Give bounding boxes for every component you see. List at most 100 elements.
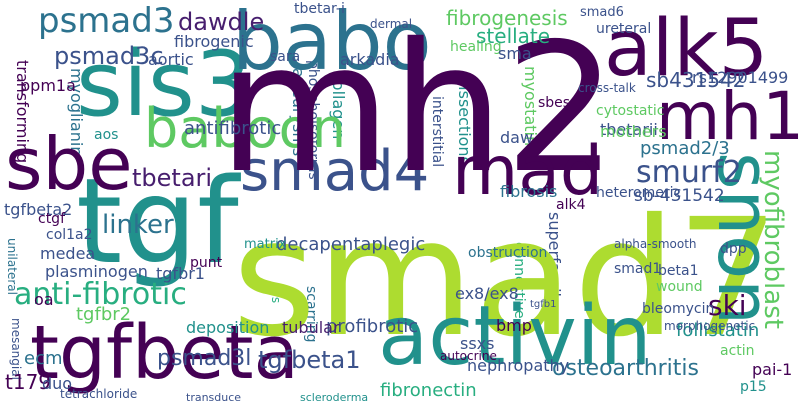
word-tgfbeta1: tgfbeta1 bbox=[258, 346, 361, 374]
word-transduce: transduce bbox=[186, 391, 242, 404]
word-p15: p15 bbox=[740, 379, 767, 395]
word-sbes: sbes bbox=[538, 95, 571, 111]
word-oa: oa bbox=[34, 290, 54, 309]
word-aos: aos bbox=[94, 127, 119, 143]
word-mh1: mh1 bbox=[656, 78, 805, 155]
word-snon: snon bbox=[702, 152, 786, 325]
word-connective: connective bbox=[511, 242, 527, 319]
word-sis3: sis3 bbox=[76, 32, 253, 137]
word-alpha-smooth: alpha-smooth bbox=[614, 237, 697, 251]
word-plasminogen: plasminogen bbox=[45, 262, 148, 281]
word-mesangial: mesangial bbox=[9, 318, 23, 380]
word-smad1: smad1 bbox=[614, 261, 662, 277]
word-fibronectin: fibronectin bbox=[380, 380, 477, 401]
word-obstruction: obstruction bbox=[468, 245, 548, 261]
word-t179: t179 bbox=[5, 370, 52, 394]
word-tgfbr2: tgfbr2 bbox=[76, 304, 132, 325]
word-smad4: smad4 bbox=[240, 139, 430, 204]
word-aortic: aortic bbox=[148, 50, 194, 69]
word-dawdle: dawdle bbox=[178, 8, 265, 36]
word-morphogenetic: morphogenetic bbox=[664, 319, 756, 333]
word-phosphoisoforms: phosphoisoforms bbox=[305, 60, 321, 180]
word-aneurysms: aneurysms bbox=[289, 68, 308, 157]
word-ecm: ecm bbox=[24, 348, 63, 369]
word-tbetarii: tbetarii bbox=[600, 120, 658, 139]
word-tgfbeta2: tgfbeta2 bbox=[4, 200, 73, 219]
word-smad7: smad7 bbox=[232, 185, 780, 373]
word-mothers: mothers bbox=[600, 122, 667, 141]
word-ex8-ex8: ex8/ex8 bbox=[455, 284, 519, 303]
word-pai-1: pai-1 bbox=[752, 360, 793, 379]
word-ctgf: ctgf bbox=[38, 211, 66, 227]
word-matrix: matrix bbox=[244, 237, 287, 252]
word-profibrotic: profibrotic bbox=[326, 316, 419, 337]
word-dissections: dissections bbox=[455, 76, 474, 165]
word-ssxs: ssxs bbox=[460, 334, 495, 353]
word-tetrachloride: tetrachloride bbox=[60, 387, 138, 401]
word-cross-talk: cross-talk bbox=[578, 81, 636, 95]
word-tgf: tgf bbox=[76, 152, 239, 290]
word-autocrine: autocrine bbox=[440, 349, 497, 363]
word-sma: sma bbox=[498, 44, 532, 63]
word-collagen: collagen bbox=[329, 72, 348, 140]
word-myoglianin: myoglianin bbox=[67, 68, 86, 157]
word-mad: mad bbox=[452, 132, 604, 211]
word-tbetar-i: tbetar-i bbox=[294, 1, 345, 17]
word-transforming: transforming bbox=[13, 60, 32, 164]
word-smurf2: smurf2 bbox=[636, 155, 742, 190]
word-duo: duo bbox=[42, 374, 73, 393]
word-punt: punt bbox=[190, 255, 223, 271]
word-wound: wound bbox=[656, 279, 703, 295]
word-decapentaplegic: decapentaplegic bbox=[276, 234, 426, 255]
word-medea: medea bbox=[40, 244, 96, 263]
word-deposition: deposition bbox=[186, 318, 270, 337]
word-fibrogenic: fibrogenic bbox=[174, 32, 254, 51]
word-tgfb1: tgfb1 bbox=[530, 299, 557, 310]
word-bmp: bmp bbox=[496, 316, 532, 335]
word-dermal: dermal bbox=[370, 17, 413, 31]
word-linker: linker bbox=[102, 210, 174, 240]
word-psmad3: psmad3 bbox=[38, 1, 175, 41]
word-sb431542: sb431542 bbox=[646, 68, 746, 92]
word-baboon: baboon bbox=[144, 97, 346, 160]
word-ski: ski bbox=[708, 289, 747, 322]
word-fibrosis: fibrosis bbox=[500, 182, 558, 201]
word-dpp: dpp bbox=[720, 241, 747, 257]
word-sbe: sbe bbox=[5, 122, 133, 206]
word-fibrogenesis: fibrogenesis bbox=[446, 6, 568, 30]
word-myostatin: myostatin bbox=[521, 66, 540, 147]
word-arkadia: arkadia bbox=[340, 50, 400, 69]
word-col1a2: col1a2 bbox=[46, 227, 93, 243]
word-superfamily: superfamily bbox=[545, 212, 564, 307]
word-unilateral: unilateral bbox=[5, 238, 19, 295]
word-babo: babo bbox=[232, 0, 432, 88]
word-rs12901499: rs12901499 bbox=[692, 68, 789, 87]
word-actin: actin bbox=[720, 343, 755, 359]
word-psmad3l: psmad3l bbox=[157, 346, 252, 371]
word-stellate: stellate bbox=[476, 24, 551, 48]
word-sara: sara bbox=[270, 49, 301, 65]
word-antifibrotic: antifibrotic bbox=[184, 118, 282, 139]
word-beta1: beta1 bbox=[658, 263, 699, 279]
word-bleomycin: bleomycin bbox=[642, 301, 715, 317]
word-mh2: mh2 bbox=[218, 5, 618, 212]
word-psmad2-3: psmad2/3 bbox=[640, 138, 730, 159]
word-tgfbr1: tgfbr1 bbox=[156, 264, 205, 283]
word-daw: daw bbox=[500, 128, 534, 147]
word-psmad3c: psmad3c bbox=[54, 42, 164, 70]
word-ppm1a: ppm1a bbox=[20, 76, 76, 95]
word-cfs: cfs bbox=[269, 286, 283, 304]
word-nephropathy: nephropathy bbox=[467, 356, 570, 375]
word-heteromeric: heteromeric bbox=[596, 185, 682, 201]
word-healing: healing bbox=[450, 39, 502, 55]
word-anti-fibrotic: anti-fibrotic bbox=[14, 277, 187, 312]
word-smad6: smad6 bbox=[580, 5, 624, 20]
word-alk4: alk4 bbox=[556, 197, 586, 213]
word-osteoarthritis: osteoarthritis bbox=[552, 356, 699, 381]
word-alk5: alk5 bbox=[604, 4, 769, 94]
word-scleroderma: scleroderma bbox=[300, 391, 369, 404]
word-sb-431542: sb-431542 bbox=[634, 186, 725, 206]
word-activin: activin bbox=[378, 289, 652, 384]
word-interstitial: interstitial bbox=[429, 96, 445, 168]
